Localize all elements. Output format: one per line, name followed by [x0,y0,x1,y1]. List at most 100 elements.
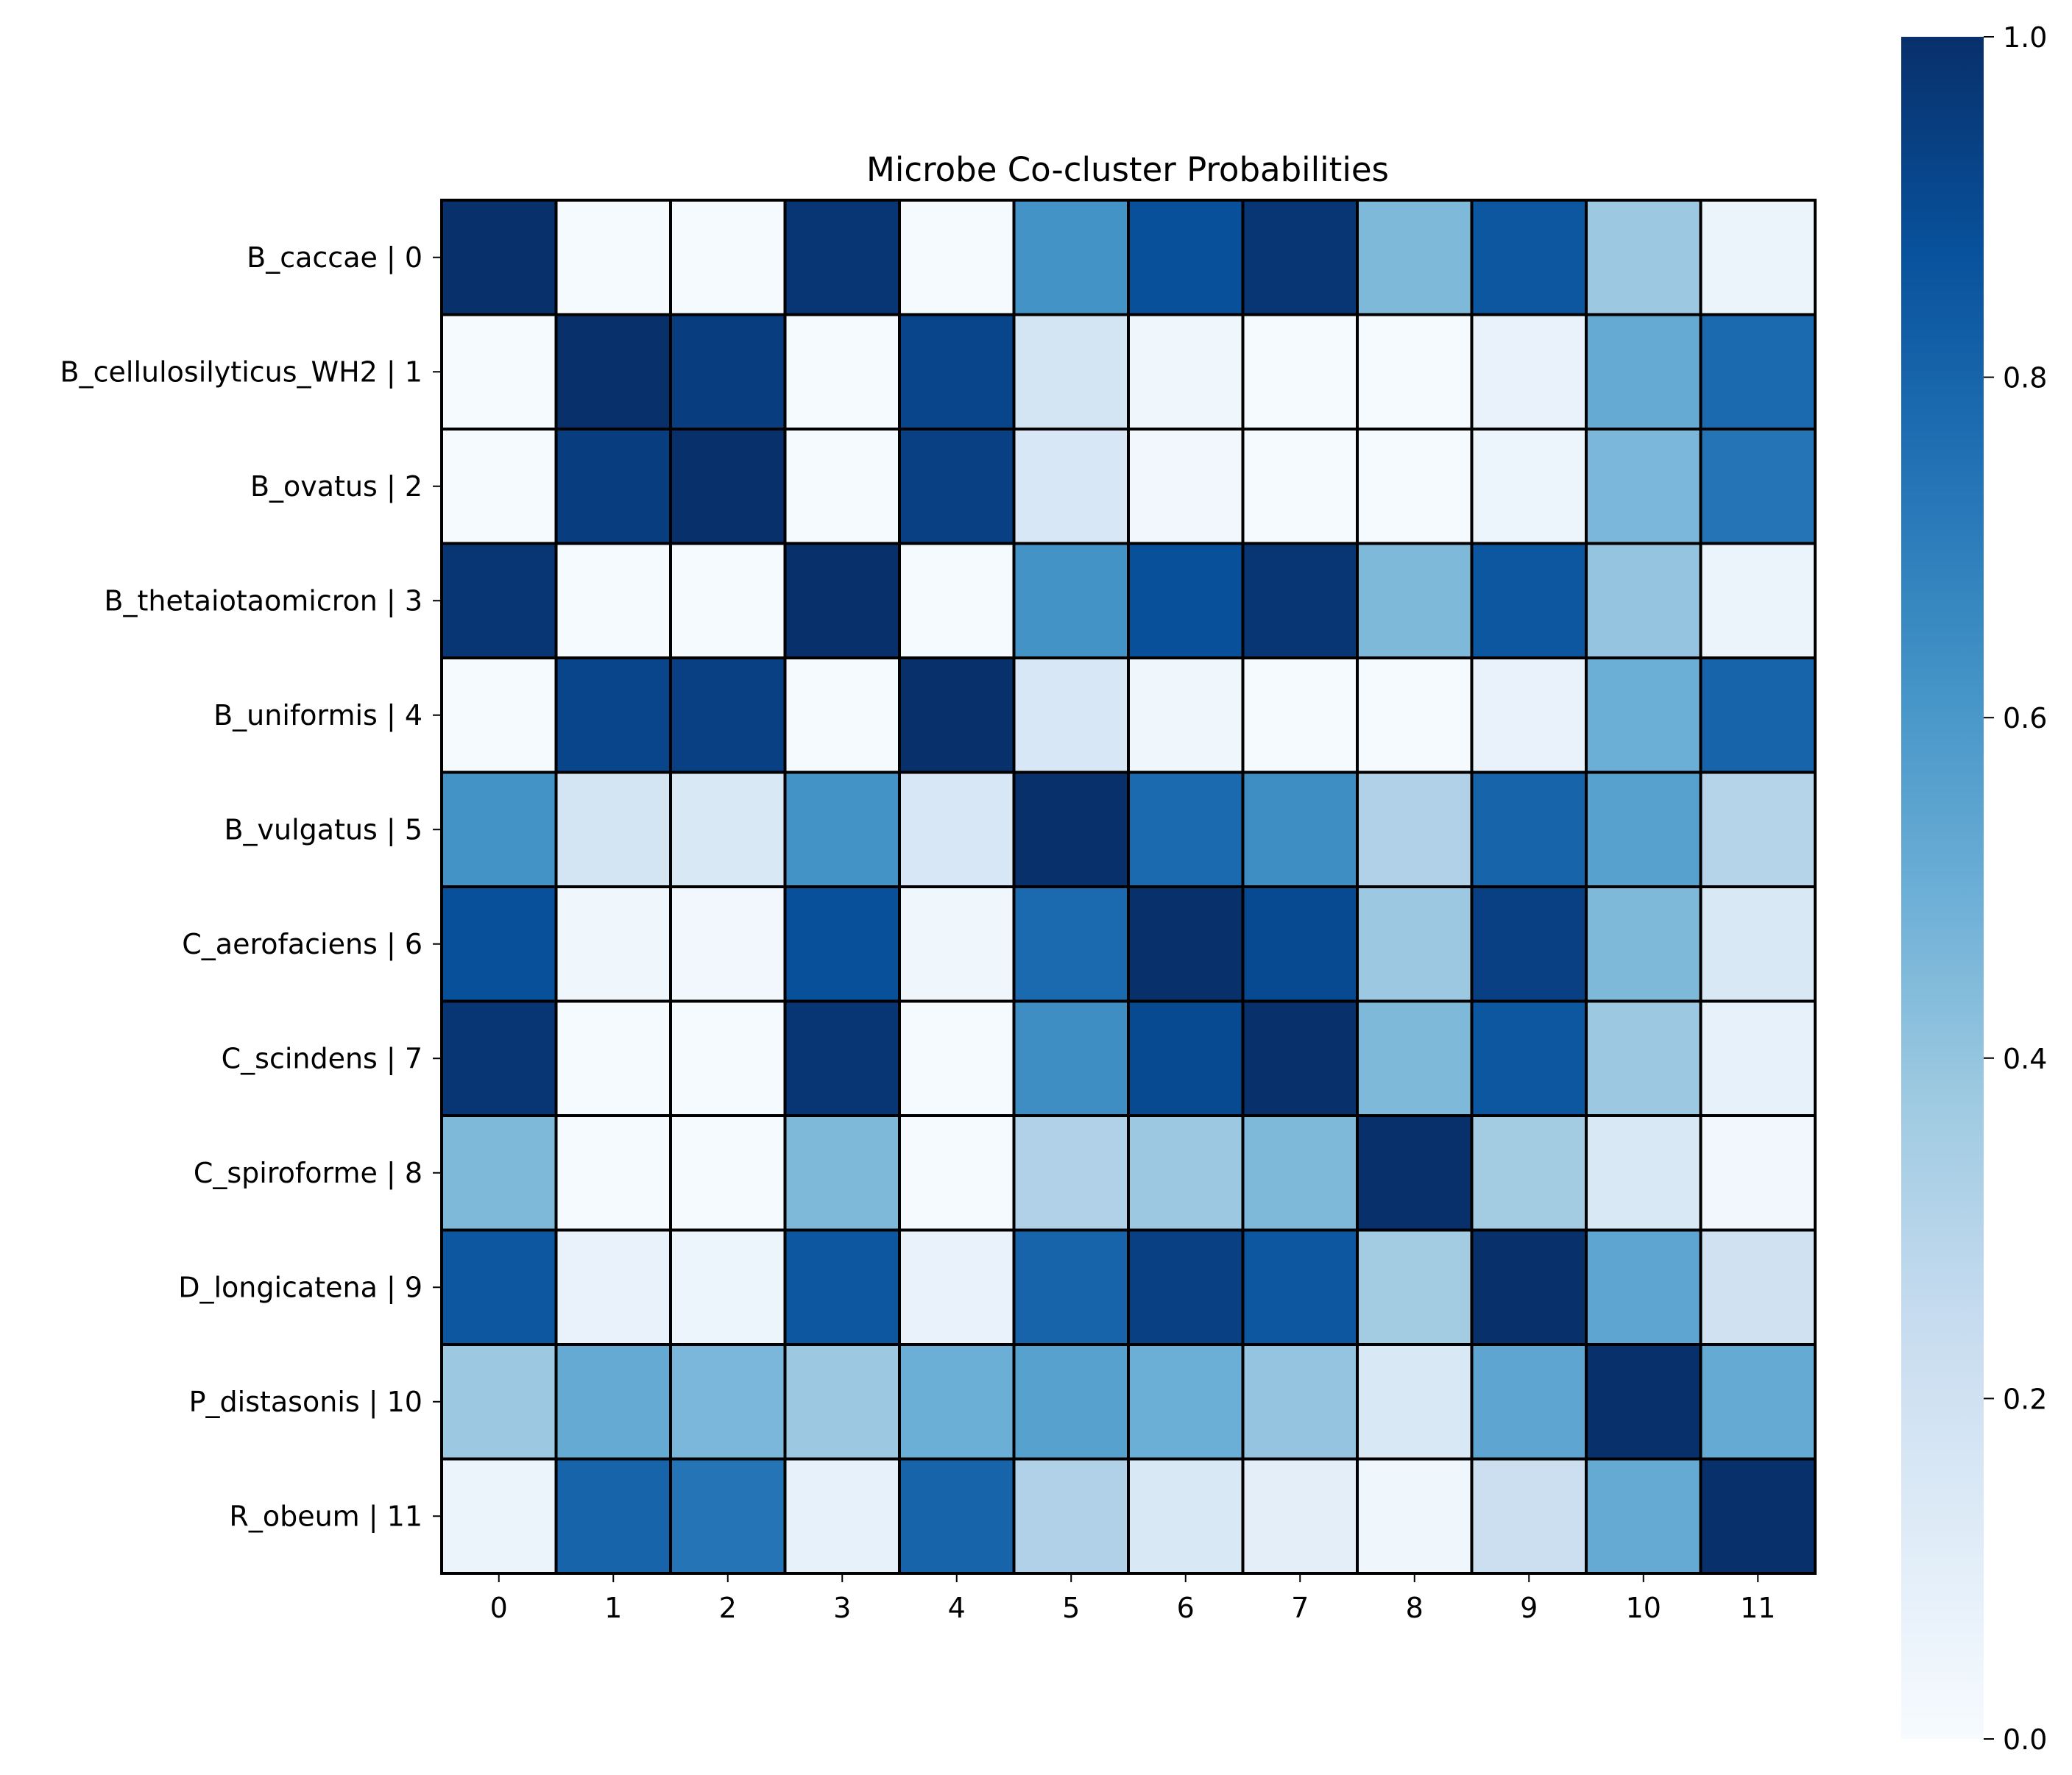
heatmap-cell-r3-c2 [669,542,787,659]
heatmap-cell-r0-c0 [440,199,558,316]
heatmap-cell-r8-c10 [1585,1114,1702,1232]
heatmap-cell-r3-c6 [1127,542,1245,659]
heatmap-cell-r7-c5 [1012,999,1130,1117]
heatmap-cell-r9-c7 [1241,1228,1359,1346]
heatmap-cell-r7-c1 [554,999,672,1117]
heatmap-cell-r3-c11 [1699,542,1817,659]
heatmap-cell-r10-c0 [440,1343,558,1461]
heatmap-cell-r10-c1 [554,1343,672,1461]
heatmap-cell-r6-c2 [669,885,787,1003]
row-tick-label: C_aerofaciens | 6 [182,928,422,961]
heatmap-cell-r0-c6 [1127,199,1245,316]
heatmap-cell-r8-c11 [1699,1114,1817,1232]
heatmap-cell-r3-c0 [440,542,558,659]
row-tick-label: B_thetaiotaomicron | 3 [104,584,422,617]
heatmap-cell-r6-c8 [1356,885,1474,1003]
heatmap-cell-r0-c11 [1699,199,1817,316]
heatmap-cells [440,199,1817,1575]
heatmap-cell-r7-c3 [783,999,901,1117]
heatmap-cell-r2-c1 [554,428,672,545]
heatmap-cell-r7-c7 [1241,999,1359,1117]
heatmap-cell-r11-c4 [898,1457,1016,1575]
heatmap-cell-r3-c7 [1241,542,1359,659]
row-tick-label: C_scindens | 7 [222,1042,422,1075]
heatmap-cell-r5-c10 [1585,770,1702,888]
heatmap-cell-r11-c10 [1585,1457,1702,1575]
heatmap-cell-r4-c5 [1012,656,1130,774]
heatmap-cell-r10-c4 [898,1343,1016,1461]
heatmap-cell-r4-c9 [1470,656,1588,774]
heatmap-cell-r10-c10 [1585,1343,1702,1461]
heatmap-cell-r4-c6 [1127,656,1245,774]
heatmap-cell-r11-c11 [1699,1457,1817,1575]
heatmap-cell-r0-c3 [783,199,901,316]
heatmap-cell-r0-c4 [898,199,1016,316]
column-tick-label: 9 [1520,1592,1538,1624]
chart-title: Microbe Co-cluster Probabilities [866,150,1389,189]
heatmap-cell-r2-c8 [1356,428,1474,545]
heatmap-cell-r6-c5 [1012,885,1130,1003]
heatmap-cell-r7-c10 [1585,999,1702,1117]
row-tick-label: B_uniformis | 4 [213,699,422,732]
heatmap-cell-r9-c10 [1585,1228,1702,1346]
heatmap-cell-r8-c2 [669,1114,787,1232]
heatmap-cell-r4-c0 [440,656,558,774]
heatmap-cell-r7-c8 [1356,999,1474,1117]
heatmap-cell-r7-c2 [669,999,787,1117]
heatmap-cell-r6-c3 [783,885,901,1003]
heatmap-cell-r9-c4 [898,1228,1016,1346]
heatmap-cell-r4-c2 [669,656,787,774]
column-tick-label: 0 [490,1592,508,1624]
colorbar-tick-label: 0.4 [2003,1043,2047,1075]
column-tick-label: 8 [1406,1592,1424,1624]
heatmap-cell-r4-c11 [1699,656,1817,774]
heatmap-cell-r6-c7 [1241,885,1359,1003]
column-tick-label: 7 [1291,1592,1309,1624]
heatmap-cell-r7-c6 [1127,999,1245,1117]
heatmap-cell-r8-c4 [898,1114,1016,1232]
column-tick-label: 2 [719,1592,737,1624]
colorbar-ticks: 0.0 0.2 0.4 0.6 0.8 1.0 [1984,21,2047,1756]
heatmap-cell-r2-c0 [440,428,558,545]
heatmap-cell-r2-c2 [669,428,787,545]
heatmap-cell-r3-c5 [1012,542,1130,659]
heatmap-cell-r1-c3 [783,313,901,431]
heatmap-cell-r7-c0 [440,999,558,1117]
heatmap-cell-r5-c2 [669,770,787,888]
heatmap-cell-r5-c3 [783,770,901,888]
heatmap-cell-r10-c7 [1241,1343,1359,1461]
colorbar-tick-label: 0.2 [2003,1383,2047,1415]
heatmap-cell-r2-c3 [783,428,901,545]
column-tick-label: 11 [1740,1592,1775,1624]
column-tick-label: 3 [833,1592,851,1624]
heatmap-cell-r8-c3 [783,1114,901,1232]
heatmap-cell-r10-c5 [1012,1343,1130,1461]
heatmap-cell-r1-c8 [1356,313,1474,431]
heatmap-cell-r6-c10 [1585,885,1702,1003]
heatmap-cell-r4-c1 [554,656,672,774]
heatmap-cell-r6-c0 [440,885,558,1003]
column-tick-label: 10 [1626,1592,1661,1624]
heatmap-cell-r1-c11 [1699,313,1817,431]
heatmap-cell-r3-c4 [898,542,1016,659]
heatmap-cell-r5-c4 [898,770,1016,888]
heatmap-cell-r9-c11 [1699,1228,1817,1346]
heatmap-cell-r7-c9 [1470,999,1588,1117]
heatmap-cell-r5-c7 [1241,770,1359,888]
heatmap-cell-r3-c3 [783,542,901,659]
heatmap-cell-r0-c5 [1012,199,1130,316]
heatmap-cell-r11-c9 [1470,1457,1588,1575]
colorbar-tick-label: 0.6 [2003,702,2047,734]
column-tick-label: 5 [1062,1592,1080,1624]
heatmap-cell-r1-c6 [1127,313,1245,431]
column-tick-label: 1 [604,1592,622,1624]
colorbar-tick-label: 1.0 [2003,21,2047,54]
heatmap-cell-r8-c9 [1470,1114,1588,1232]
heatmap-cell-r5-c0 [440,770,558,888]
row-tick-label: R_obeum | 11 [229,1500,422,1533]
heatmap-cell-r1-c9 [1470,313,1588,431]
row-tick-labels: B_caccae | 0 B_cellulosilyticus_WH2 | 1 B_… [60,241,442,1533]
heatmap-cell-r2-c4 [898,428,1016,545]
heatmap-cell-r10-c9 [1470,1343,1588,1461]
